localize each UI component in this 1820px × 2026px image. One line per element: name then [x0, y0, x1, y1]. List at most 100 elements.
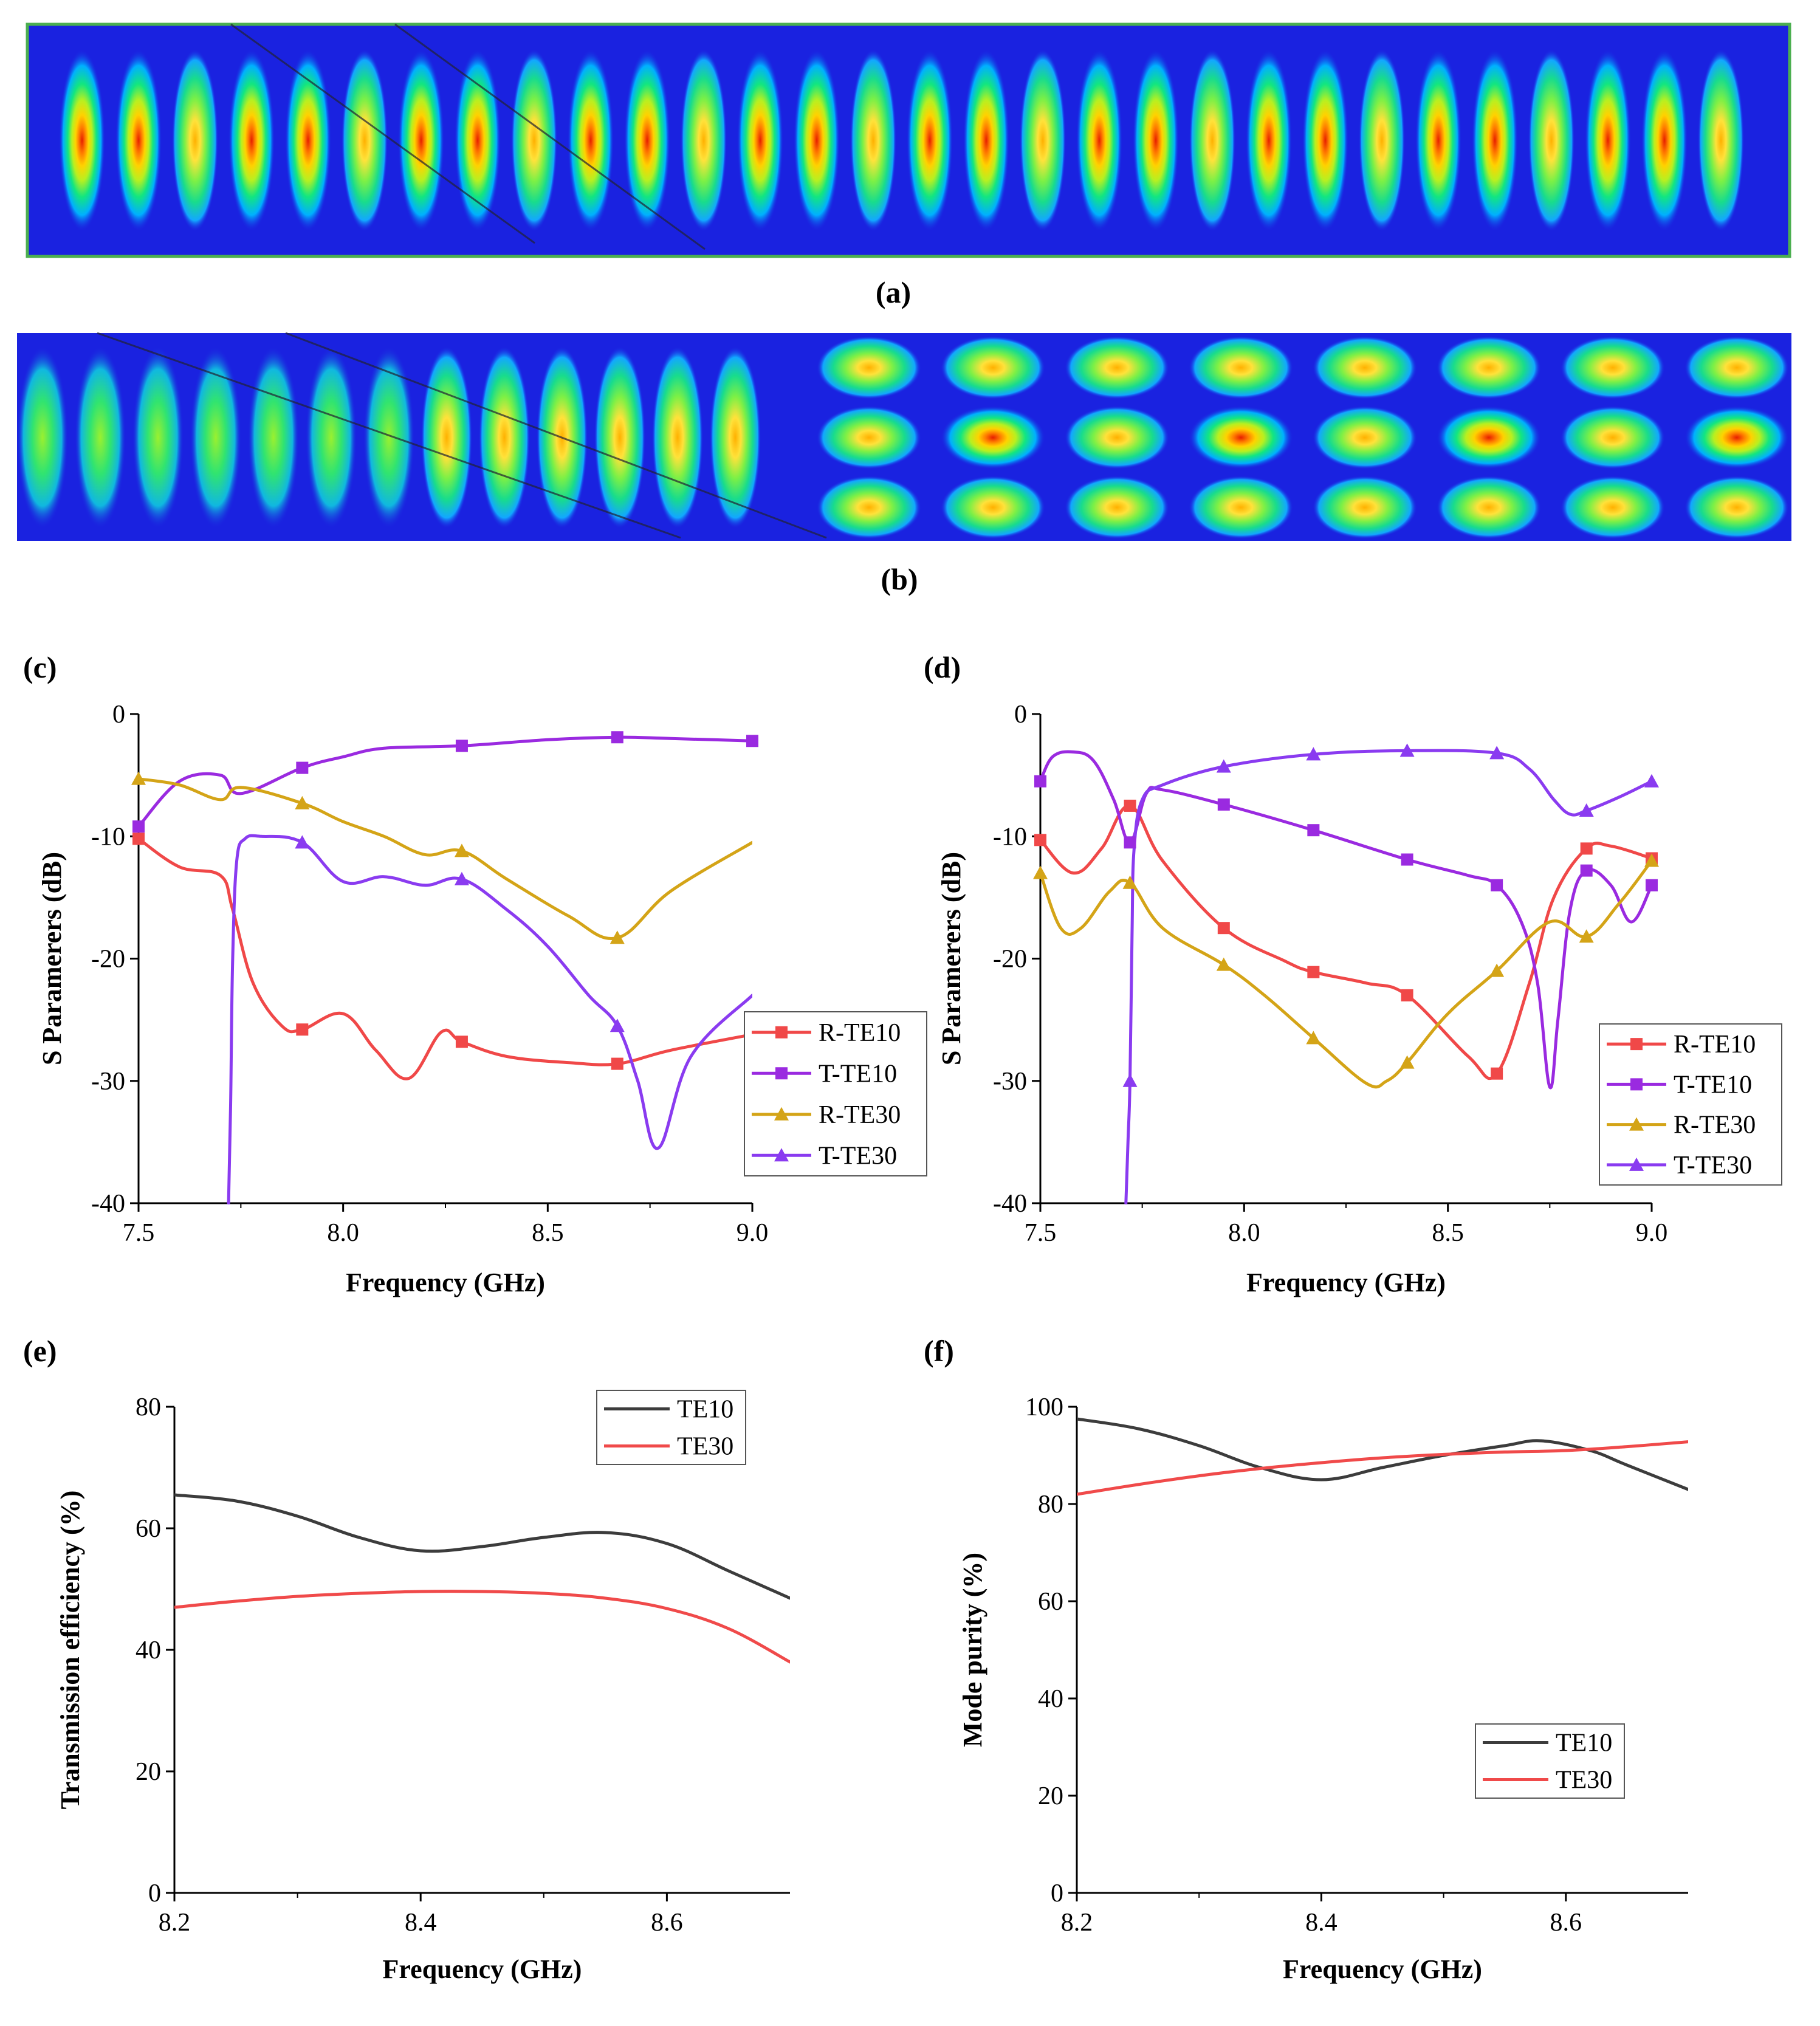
legend-label-te10: TE10 [1556, 1729, 1612, 1757]
y-tick-label: 80 [136, 1393, 161, 1421]
y-tick-label: 0 [112, 701, 125, 729]
x-tick-label: 8.4 [405, 1909, 437, 1937]
data-point-r-te10 [132, 833, 145, 845]
series-line-te30 [174, 1590, 790, 1664]
field-lobe [1246, 49, 1292, 232]
field-lobe [1561, 476, 1665, 539]
x-axis-title: Frequency (GHz) [383, 1954, 582, 1984]
chart-e-transmission-efficiency: 8.2 8.4 8.6 0 20 40 60 80 Frequency (GHz) Transmi… [55, 1390, 790, 1984]
panel-label-c: (c) [23, 650, 57, 684]
field-lobe [1684, 476, 1789, 539]
field-lobe [1528, 49, 1574, 232]
field-lobe [363, 346, 414, 529]
x-tick-label: 8.0 [327, 1219, 359, 1247]
legend-marker [1629, 1117, 1644, 1131]
legend-label-t-te10: T-TE10 [1674, 1071, 1752, 1099]
field-lobe [172, 49, 218, 232]
legend-label-t-te10: T-TE10 [819, 1060, 897, 1088]
field-lobe [624, 49, 670, 232]
data-point-t-te10 [1307, 824, 1320, 837]
field-lobe [681, 49, 727, 232]
field-lobe [1437, 406, 1541, 469]
field-lobe [1313, 476, 1417, 539]
data-point-r-te30 [1489, 963, 1505, 977]
x-tick-label: 8.2 [159, 1909, 191, 1937]
data-point-r-te30 [1399, 1055, 1415, 1069]
legend-box [1475, 1723, 1625, 1799]
field-lobe [285, 49, 331, 232]
field-lobe [511, 49, 557, 232]
field-lobe [59, 49, 105, 232]
data-point-t-te10 [1646, 879, 1658, 891]
field-lobe [248, 346, 299, 529]
field-lobe [1641, 49, 1688, 232]
field-lobe [1472, 49, 1518, 232]
field-lobe [850, 49, 896, 232]
field-lobe [1684, 406, 1789, 469]
y-tick-label: -30 [993, 1068, 1027, 1096]
y-tick-label: 80 [1038, 1491, 1063, 1519]
data-point-r-te10 [296, 1023, 309, 1036]
series-line-te10 [174, 1493, 790, 1600]
data-point-r-te30 [1216, 957, 1231, 971]
data-point-r-te10 [1491, 1067, 1503, 1080]
x-tick-label: 8.6 [1550, 1909, 1582, 1937]
legend: TE10 TE30 [1475, 1723, 1625, 1799]
data-point-t-te10 [1034, 775, 1046, 788]
legend-box [744, 1011, 927, 1176]
y-tick-label: 100 [1025, 1393, 1063, 1421]
data-point-r-te30 [295, 795, 310, 809]
data-point-t-te30 [1216, 759, 1231, 773]
legend-label-r-te10: R-TE10 [819, 1019, 901, 1047]
field-lobe [1561, 406, 1665, 469]
field-lobe [1437, 336, 1541, 399]
field-lobe [941, 406, 1045, 469]
data-point-t-te30 [295, 835, 310, 849]
x-tick-label: 7.5 [123, 1219, 155, 1247]
field-lobe [710, 346, 761, 529]
field-lobe [594, 346, 645, 529]
data-point-r-te10 [1217, 922, 1230, 935]
data-point-t-te10 [1491, 879, 1503, 891]
field-lobe [1561, 336, 1665, 399]
x-tick-label: 8.5 [1432, 1219, 1464, 1247]
data-point-r-te30 [1644, 853, 1659, 867]
y-axis-title: Mode purity (%) [958, 1553, 987, 1747]
data-point-r-te30 [131, 771, 146, 785]
field-lobe [342, 49, 388, 232]
legend-marker [1629, 1157, 1644, 1171]
plot-area [174, 1493, 790, 1664]
field-lobe [479, 346, 530, 529]
data-point-t-te10 [455, 740, 468, 752]
y-tick-label: -20 [993, 946, 1027, 974]
data-point-t-te30 [1306, 747, 1321, 761]
y-axis-title: S Paramerers (dB) [37, 852, 67, 1065]
series-line-r-te30 [1040, 859, 1652, 1089]
y-tick-label: 60 [136, 1515, 161, 1543]
x-tick-label: 8.4 [1305, 1909, 1338, 1937]
legend-label-r-te10: R-TE10 [1674, 1031, 1756, 1059]
x-tick-label: 9.0 [737, 1219, 769, 1247]
data-point-t-te10 [746, 735, 758, 747]
legend-label-r-te30: R-TE30 [1674, 1111, 1756, 1139]
field-lobe [1684, 336, 1789, 399]
series-line-te30 [1077, 1440, 1688, 1496]
field-lobe [1065, 476, 1169, 539]
field-lobe [306, 346, 357, 529]
legend: R-TE10 T-TE10 R-TE30 T-TE30 [1599, 1023, 1782, 1186]
data-point-t-te30 [1579, 803, 1594, 817]
data-point-t-te30 [1122, 1073, 1138, 1087]
data-point-r-te10 [1307, 966, 1320, 978]
y-tick-label: 0 [1051, 1880, 1063, 1908]
panel-label-a: (a) [876, 275, 911, 309]
data-point-r-te10 [1124, 799, 1136, 812]
series-line-t-te30 [1124, 749, 1652, 1204]
y-tick-label: 60 [1038, 1588, 1063, 1616]
y-tick-label: -10 [91, 823, 125, 851]
field-lobe [907, 49, 953, 232]
y-tick-label: 40 [136, 1636, 161, 1664]
legend-box [596, 1390, 746, 1465]
data-point-r-te30 [610, 930, 625, 944]
legend: R-TE10 T-TE10 R-TE30 T-TE30 [744, 1011, 927, 1176]
field-lobe [1189, 49, 1235, 232]
